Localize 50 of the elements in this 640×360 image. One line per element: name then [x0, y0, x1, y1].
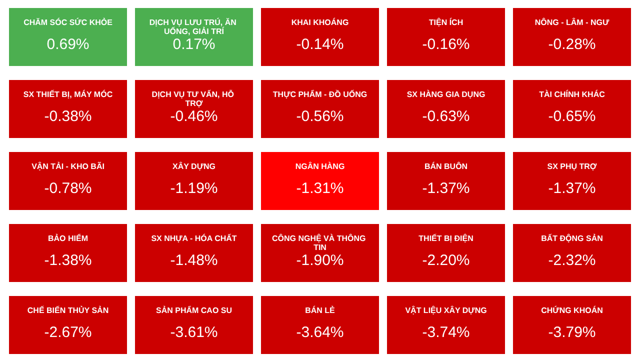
category-label: CHẾ BIẾN THỦY SẢN: [27, 305, 109, 315]
category-label: SX NHỰA - HÓA CHẤT: [151, 233, 237, 243]
category-label: SẢN PHẨM CAO SU: [156, 305, 232, 315]
category-label: VẬN TẢI - KHO BÃI: [32, 161, 104, 171]
category-label: SX HÀNG GIA DỤNG: [406, 89, 486, 99]
category-label: THỰC PHẨM - ĐỒ UỐNG: [272, 89, 368, 99]
data-label: -0.56%: [296, 108, 344, 126]
data-label: -2.32%: [548, 252, 596, 270]
data-label: -2.67%: [44, 324, 92, 342]
data-label: 0.17%: [172, 36, 216, 54]
data-label: -0.14%: [296, 36, 344, 54]
category-label: BÁN LẺ: [305, 305, 336, 315]
category-label: THIẾT BỊ ĐIỆN: [418, 233, 474, 243]
category-label: XÂY DỰNG: [172, 161, 216, 171]
data-label: -0.63%: [422, 108, 470, 126]
category-label: CHĂM SÓC SỨC KHỎE: [24, 17, 114, 27]
data-label: -1.48%: [170, 252, 218, 270]
category-label: TIỆN ÍCH: [428, 17, 464, 27]
data-label: -0.28%: [548, 36, 596, 54]
category-label: KHAI KHOÁNG: [291, 17, 349, 27]
category-label: VẬT LIỆU XÂY DỰNG: [405, 305, 487, 315]
data-label: -3.61%: [170, 324, 218, 342]
category-label: CHỨNG KHOÁN: [541, 305, 604, 315]
data-label: -1.31%: [296, 180, 344, 198]
data-label: -3.79%: [548, 324, 596, 342]
data-label: -0.65%: [548, 108, 596, 126]
category-label: SX THIẾT BỊ, MÁY MÓC: [23, 89, 113, 99]
category-label: DỊCH VỤ TƯ VẤN, HỖ TRỢ: [152, 89, 236, 108]
data-label: -0.46%: [170, 108, 218, 126]
data-label: -1.38%: [44, 252, 92, 270]
data-label: -0.38%: [44, 108, 92, 126]
data-label: -1.19%: [170, 180, 218, 198]
data-label: -1.37%: [422, 180, 470, 198]
category-label: BÁN BUÔN: [424, 161, 468, 171]
data-label: -3.74%: [422, 324, 470, 342]
data-label: -0.16%: [422, 36, 470, 54]
data-label: -3.64%: [296, 324, 344, 342]
data-label: 0.69%: [46, 36, 90, 54]
category-label: BẢO HIỂM: [48, 233, 88, 243]
data-label: -1.37%: [548, 180, 596, 198]
data-label: -1.90%: [296, 252, 344, 270]
category-label: SX PHỤ TRỢ: [547, 162, 597, 171]
category-label: NÔNG - LÂM - NGƯ: [534, 17, 610, 27]
category-label: CÔNG NGHỆ VÀ THÔNG TIN: [272, 233, 368, 252]
category-label: DỊCH VỤ LƯU TRÚ, ĂN UỐNG, GIẢI TRÍ: [149, 17, 239, 36]
data-label: -2.20%: [422, 252, 470, 270]
category-label: NGÂN HÀNG: [295, 161, 345, 171]
category-label: BẤT ĐỘNG SẢN: [541, 233, 604, 243]
category-label: TÀI CHÍNH KHÁC: [539, 89, 606, 99]
data-label: -0.78%: [44, 180, 92, 198]
